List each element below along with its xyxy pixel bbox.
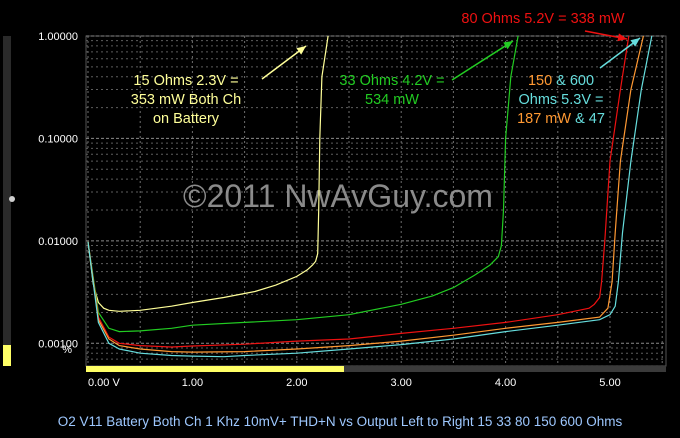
- y-scroll-track[interactable]: [3, 36, 11, 366]
- x-tick-label: 4.00: [495, 377, 516, 389]
- series-line-4: [87, 35, 653, 358]
- annotations: 15 Ohms 2.3V = 353 mW Both Ch on Battery 33…: [131, 11, 625, 127]
- annotation-arrowhead-1: [503, 41, 513, 50]
- series-line-2: [87, 35, 630, 348]
- annotation-line: 534 mW: [365, 92, 419, 108]
- annotation-part: Ohms 5.3V =: [518, 92, 603, 108]
- annotation-line: 15 Ohms 2.3V =: [133, 73, 238, 89]
- y-tick-label: 0.00100: [38, 338, 78, 350]
- annotation-1: 33 Ohms 4.2V = 534 mW: [339, 73, 444, 108]
- annotation-2: 80 Ohms 5.2V = 338 mW: [461, 11, 625, 27]
- annotation-0: 15 Ohms 2.3V = 353 mW Both Ch on Battery: [131, 73, 241, 127]
- x-tick-label: 0.00 V: [88, 377, 120, 389]
- series-line-3: [87, 35, 644, 353]
- annotation-5: 187 mW & 47: [517, 111, 605, 127]
- annotation-arrows: [261, 30, 641, 81]
- y-scroll-handle[interactable]: [9, 196, 15, 202]
- annotation-arrowhead-2: [617, 33, 627, 42]
- x-tick-label: 1.00: [182, 377, 203, 389]
- y-tick-label: 0.10000: [38, 133, 78, 145]
- annotation-part: 187 mW: [517, 111, 571, 127]
- y-scroll-fill: [3, 345, 11, 366]
- watermark: ©2011 NwAvGuy.com: [183, 178, 493, 214]
- annotation-3: 150 & 600: [528, 73, 594, 89]
- x-tick-label: 2.00: [286, 377, 307, 389]
- y-tick-label: 1.00000: [38, 31, 78, 43]
- series-line-1: [87, 35, 519, 333]
- y-tick-labels: 1.00000 0.10000 0.01000 0.00100: [38, 31, 78, 350]
- x-tick-label: 3.00: [390, 377, 411, 389]
- series-line-0: [87, 35, 329, 312]
- annotation-part: & 47: [571, 111, 605, 127]
- x-tick-labels: 0.00 V 1.00 2.00 3.00 4.00 5.00: [88, 377, 621, 389]
- series-lines: [87, 35, 653, 358]
- y-unit-label: %: [62, 344, 72, 356]
- x-scroll-track[interactable]: [86, 366, 666, 372]
- y-tick-label: 0.01000: [38, 236, 78, 248]
- annotation-arrow-1: [451, 40, 514, 81]
- x-tick-label: 5.00: [599, 377, 620, 389]
- annotation-line: on Battery: [153, 111, 220, 127]
- chart-caption: O2 V11 Battery Both Ch 1 Khz 10mV+ THD+N…: [57, 414, 623, 429]
- annotation-line: 80 Ohms 5.2V = 338 mW: [461, 11, 625, 27]
- annotation-part: 150: [528, 73, 552, 89]
- chart-grid: [85, 35, 667, 367]
- annotation-line: 353 mW Both Ch: [131, 92, 241, 108]
- annotation-line: 33 Ohms 4.2V =: [339, 73, 444, 89]
- annotation-arrow-0: [261, 45, 307, 80]
- x-scroll-fill: [86, 366, 344, 372]
- annotation-4: Ohms 5.3V =: [518, 92, 603, 108]
- annotation-arrowhead-0: [296, 46, 306, 55]
- annotation-arrowhead-3: [630, 38, 640, 47]
- annotation-part: & 600: [552, 73, 594, 89]
